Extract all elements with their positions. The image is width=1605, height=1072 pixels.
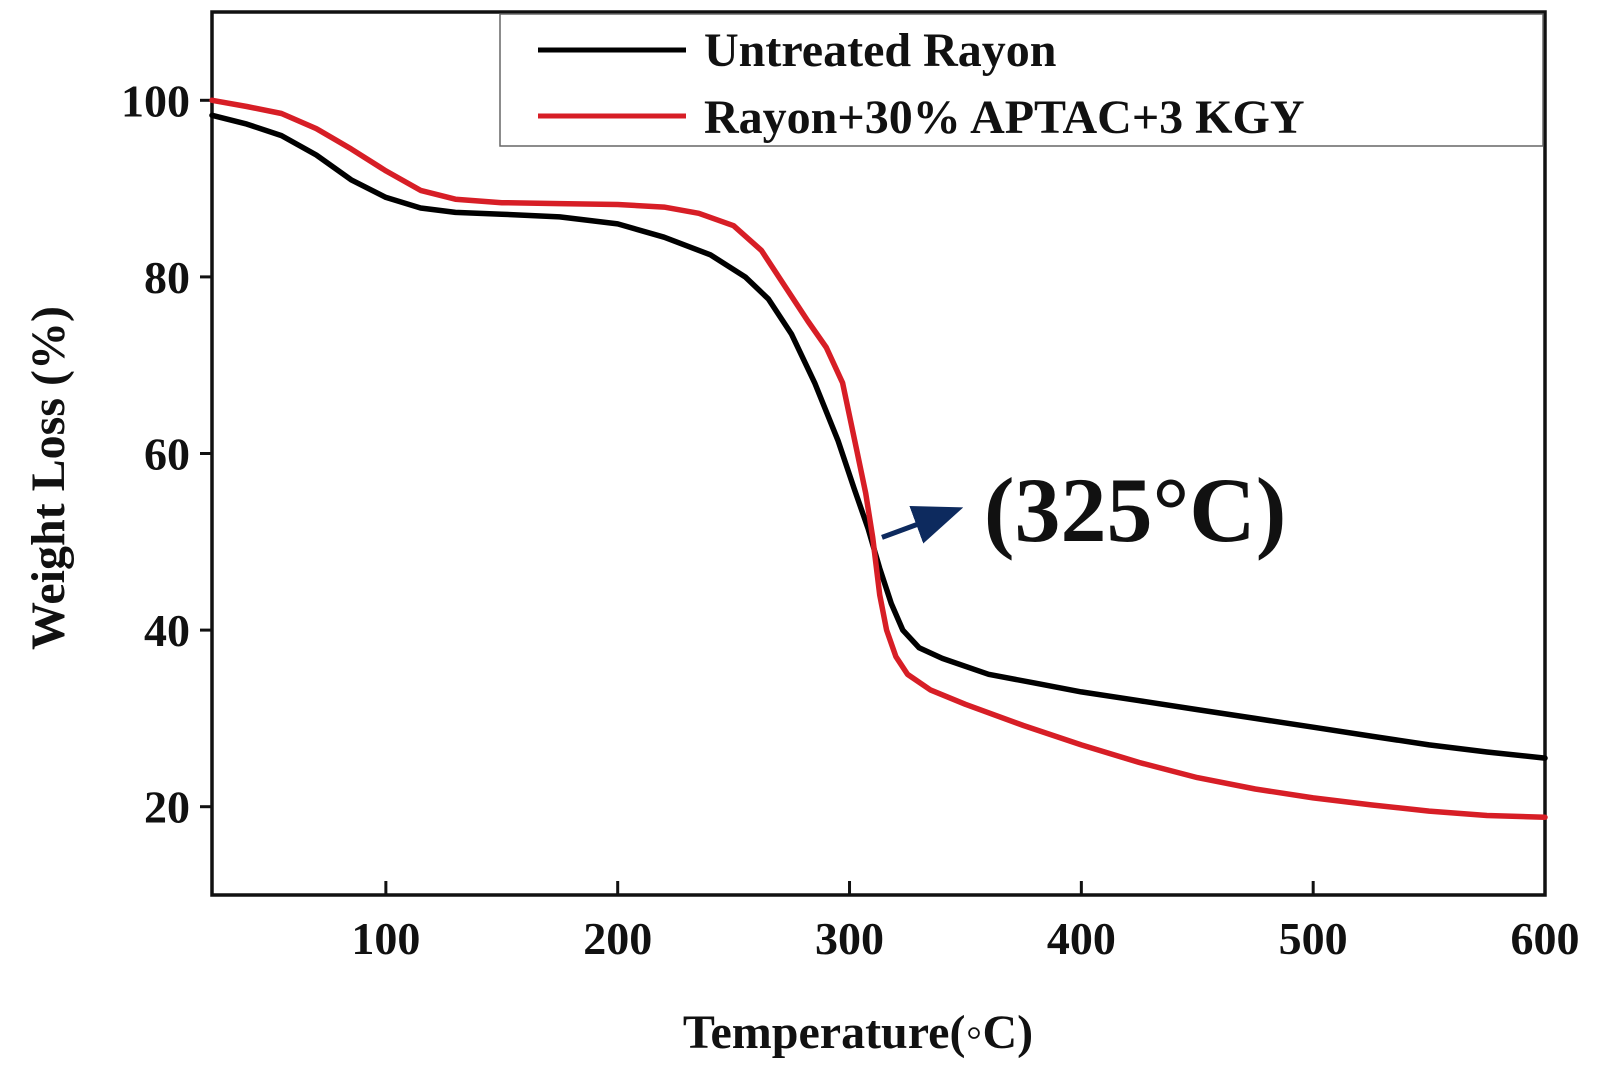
x-tick-label: 100: [351, 913, 420, 964]
x-tick-label: 300: [815, 913, 884, 964]
y-axis-title: Weight Loss (%): [22, 306, 75, 650]
annotation-label: (325°C): [984, 459, 1287, 561]
series-line-untreated-rayon: [209, 112, 1548, 761]
series-line-treated-rayon: [209, 97, 1548, 821]
y-tick-label: 60: [144, 429, 190, 480]
legend: Untreated Rayon Rayon+30% APTAC+3 KGY: [499, 13, 1544, 147]
y-tick-label: 100: [121, 75, 190, 126]
x-axis-ticks: 100 200 300 400 500 600: [351, 881, 1580, 964]
annotation-layer: (325°C): [881, 459, 1287, 561]
x-axis-title: Temperature(◦C): [683, 1006, 1033, 1059]
annotation-arrow: [881, 505, 964, 544]
legend-label-treated-rayon: Rayon+30% APTAC+3 KGY: [704, 91, 1305, 144]
x-tick-label: 200: [583, 913, 652, 964]
y-tick-label: 40: [144, 605, 190, 656]
legend-box: [499, 13, 1544, 147]
x-tick-label: 600: [1511, 913, 1580, 964]
legend-label-untreated-rayon: Untreated Rayon: [704, 24, 1056, 77]
series-layer: [209, 97, 1548, 821]
y-tick-label: 20: [144, 782, 190, 833]
x-tick-label: 500: [1279, 913, 1348, 964]
y-axis-ticks: 20 40 60 80 100: [121, 75, 212, 833]
y-tick-label: 80: [144, 252, 190, 303]
x-tick-label: 400: [1047, 913, 1116, 964]
